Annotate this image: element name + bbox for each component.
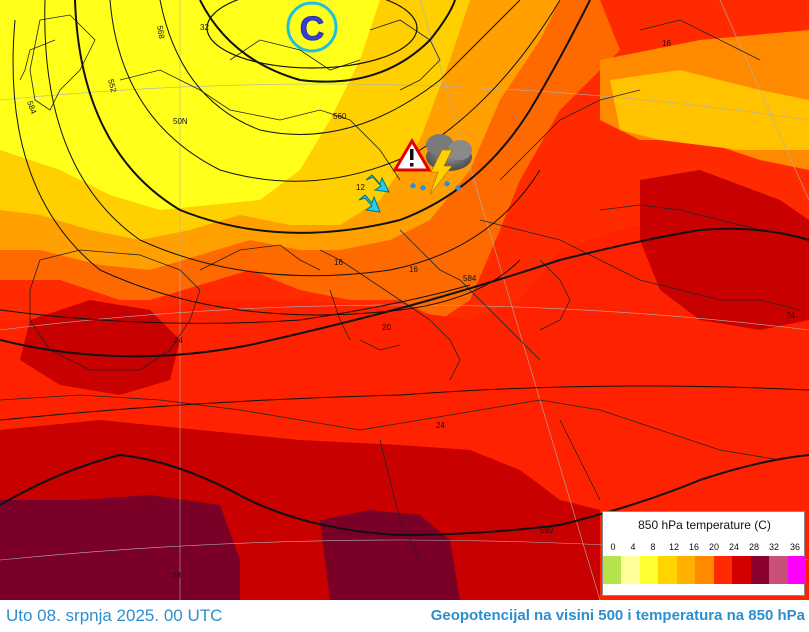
- contour-b: [109, 0, 561, 182]
- legend-swatch: [732, 556, 751, 584]
- legend-swatch: [787, 556, 806, 584]
- field-yellow-east: [610, 70, 809, 150]
- field-darkred-iberia: [20, 300, 180, 395]
- low-pressure-letter: C: [300, 10, 325, 48]
- legend-ticks: 0 4 8 12 16 20 24 28 32 36: [609, 542, 801, 554]
- temperature-label: 12: [356, 183, 365, 192]
- contour-f: [0, 385, 809, 421]
- contour-label: 584: [25, 100, 38, 116]
- legend-tick: 16: [688, 542, 700, 552]
- legend-tick: 20: [708, 542, 720, 552]
- legend-swatch: [603, 556, 622, 584]
- contour-label: 560: [333, 112, 347, 121]
- temperature-label: 16: [662, 39, 671, 48]
- coastlines: [0, 14, 801, 561]
- geopotential-contours: [0, 0, 809, 537]
- legend-color-bar: [603, 556, 806, 584]
- legend-swatch: [639, 556, 659, 584]
- weather-map: 568 552 584 560 584 592 12 16 16 20 24 2…: [0, 0, 809, 600]
- temperature-label: 32: [200, 23, 209, 32]
- contour-e: [0, 284, 471, 324]
- contour-label: 584: [463, 274, 477, 283]
- legend-tick: 12: [668, 542, 680, 552]
- thunderstorm-cloud-icon: [410, 134, 472, 196]
- legend-swatch: [695, 556, 714, 584]
- forecast-date: Uto 08. srpnja 2025. 00 UTC: [6, 606, 223, 625]
- field-yellow: [0, 0, 380, 210]
- temperature-label: 24: [786, 311, 795, 320]
- legend-swatch: [621, 556, 640, 584]
- field-darkred-turkey: [640, 170, 809, 330]
- contour-560: [74, 0, 591, 234]
- contour-inner-low: [206, 0, 418, 69]
- legend-swatch: [676, 556, 696, 584]
- low-pressure-symbol: C: [286, 1, 338, 53]
- temperature-label: 20: [382, 323, 391, 332]
- temperature-label: 16: [334, 258, 343, 267]
- wind-arrow-icon: [365, 174, 390, 193]
- contour-d: [12, 19, 521, 316]
- contour-label: 552: [106, 78, 118, 94]
- latitude-label: 50N: [173, 117, 188, 126]
- temperature-label-group: 12 16 16 20 24 24 24 28 32 16: [172, 23, 795, 580]
- temperature-label: 24: [436, 421, 445, 430]
- temperature-label: 16: [409, 265, 418, 274]
- temperature-label: 28: [172, 571, 181, 580]
- storm-warning-cluster: [392, 134, 472, 196]
- contour-label-group: 568 552 584 560 584 592: [25, 25, 554, 535]
- wind-arrows: [358, 174, 390, 213]
- contour-592: [0, 453, 809, 537]
- contour-552: [199, 0, 456, 83]
- legend-tick: 32: [768, 542, 780, 552]
- legend-tick: 28: [748, 542, 760, 552]
- legend-swatch: [713, 556, 733, 584]
- contour-label: 568: [155, 25, 166, 40]
- legend-swatch: [750, 556, 770, 584]
- legend-title: 850 hPa temperature (C): [638, 518, 771, 532]
- temperature-legend: 850 hPa temperature (C) 0 4 8 12 16 20 2…: [602, 511, 806, 596]
- legend-tick: 4: [630, 542, 636, 552]
- graticule: [0, 0, 809, 600]
- temperature-field: [0, 0, 809, 600]
- legend-tick: 8: [650, 542, 656, 552]
- map-title: Geopotencijal na visini 500 i temperatur…: [430, 607, 805, 624]
- contour-584: [0, 227, 809, 358]
- legend-swatch: [658, 556, 677, 584]
- footer: Uto 08. srpnja 2025. 00 UTC Geopotencija…: [0, 600, 809, 632]
- contour-a: [159, 0, 521, 135]
- legend-tick: 0: [610, 542, 616, 552]
- lightning-bolt-icon: [429, 149, 453, 196]
- field-maroon-libya: [320, 510, 460, 600]
- contour-label: 592: [540, 526, 554, 535]
- rain-drops-icon: [410, 181, 461, 191]
- wind-arrow-icon: [358, 194, 381, 213]
- legend-swatch: [769, 556, 788, 584]
- field-maroon-africa: [0, 495, 240, 600]
- legend-tick: 24: [728, 542, 740, 552]
- legend-tick: 36: [789, 542, 801, 552]
- temperature-label: 24: [174, 336, 183, 345]
- contour-c: [44, 0, 541, 277]
